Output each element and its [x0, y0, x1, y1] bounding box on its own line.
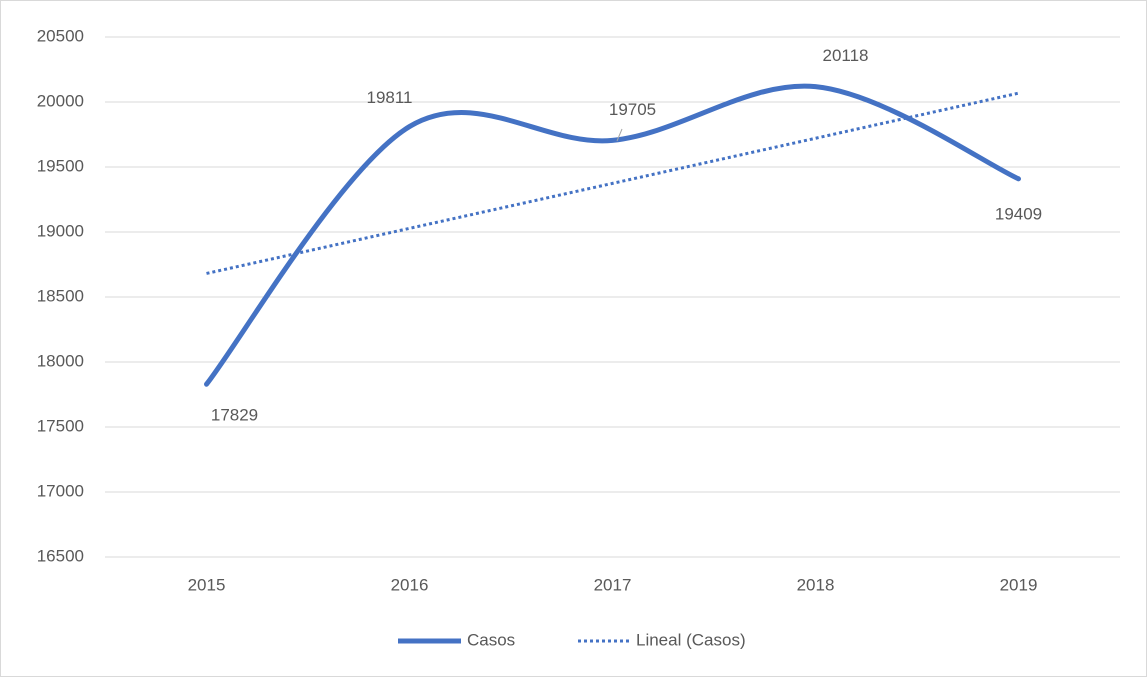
data-label: 19811	[366, 88, 412, 107]
x-tick-label: 2017	[594, 575, 632, 594]
y-tick-label: 17500	[37, 416, 84, 435]
x-tick-label: 2019	[1000, 575, 1038, 594]
data-label: 17829	[211, 406, 258, 425]
x-tick-label: 2015	[188, 575, 226, 594]
y-tick-label: 20000	[37, 91, 84, 110]
y-tick-label: 19500	[37, 156, 84, 175]
legend-label: Lineal (Casos)	[636, 630, 746, 649]
leader-line	[616, 128, 623, 142]
trend-line	[206, 91, 1019, 275]
series-line	[204, 83, 1021, 387]
legend-label: Casos	[467, 630, 515, 649]
y-tick-label: 20500	[37, 26, 84, 45]
data-label: 19705	[609, 100, 656, 119]
y-tick-label: 17000	[37, 481, 84, 500]
y-tick-label: 16500	[37, 546, 84, 565]
y-tick-label: 18500	[37, 286, 84, 305]
x-tick-label: 2016	[391, 575, 429, 594]
data-label: 20118	[822, 46, 868, 65]
y-tick-label: 18000	[37, 351, 84, 370]
data-label: 19409	[995, 204, 1042, 223]
y-tick-label: 19000	[37, 221, 84, 240]
x-tick-label: 2018	[797, 575, 835, 594]
